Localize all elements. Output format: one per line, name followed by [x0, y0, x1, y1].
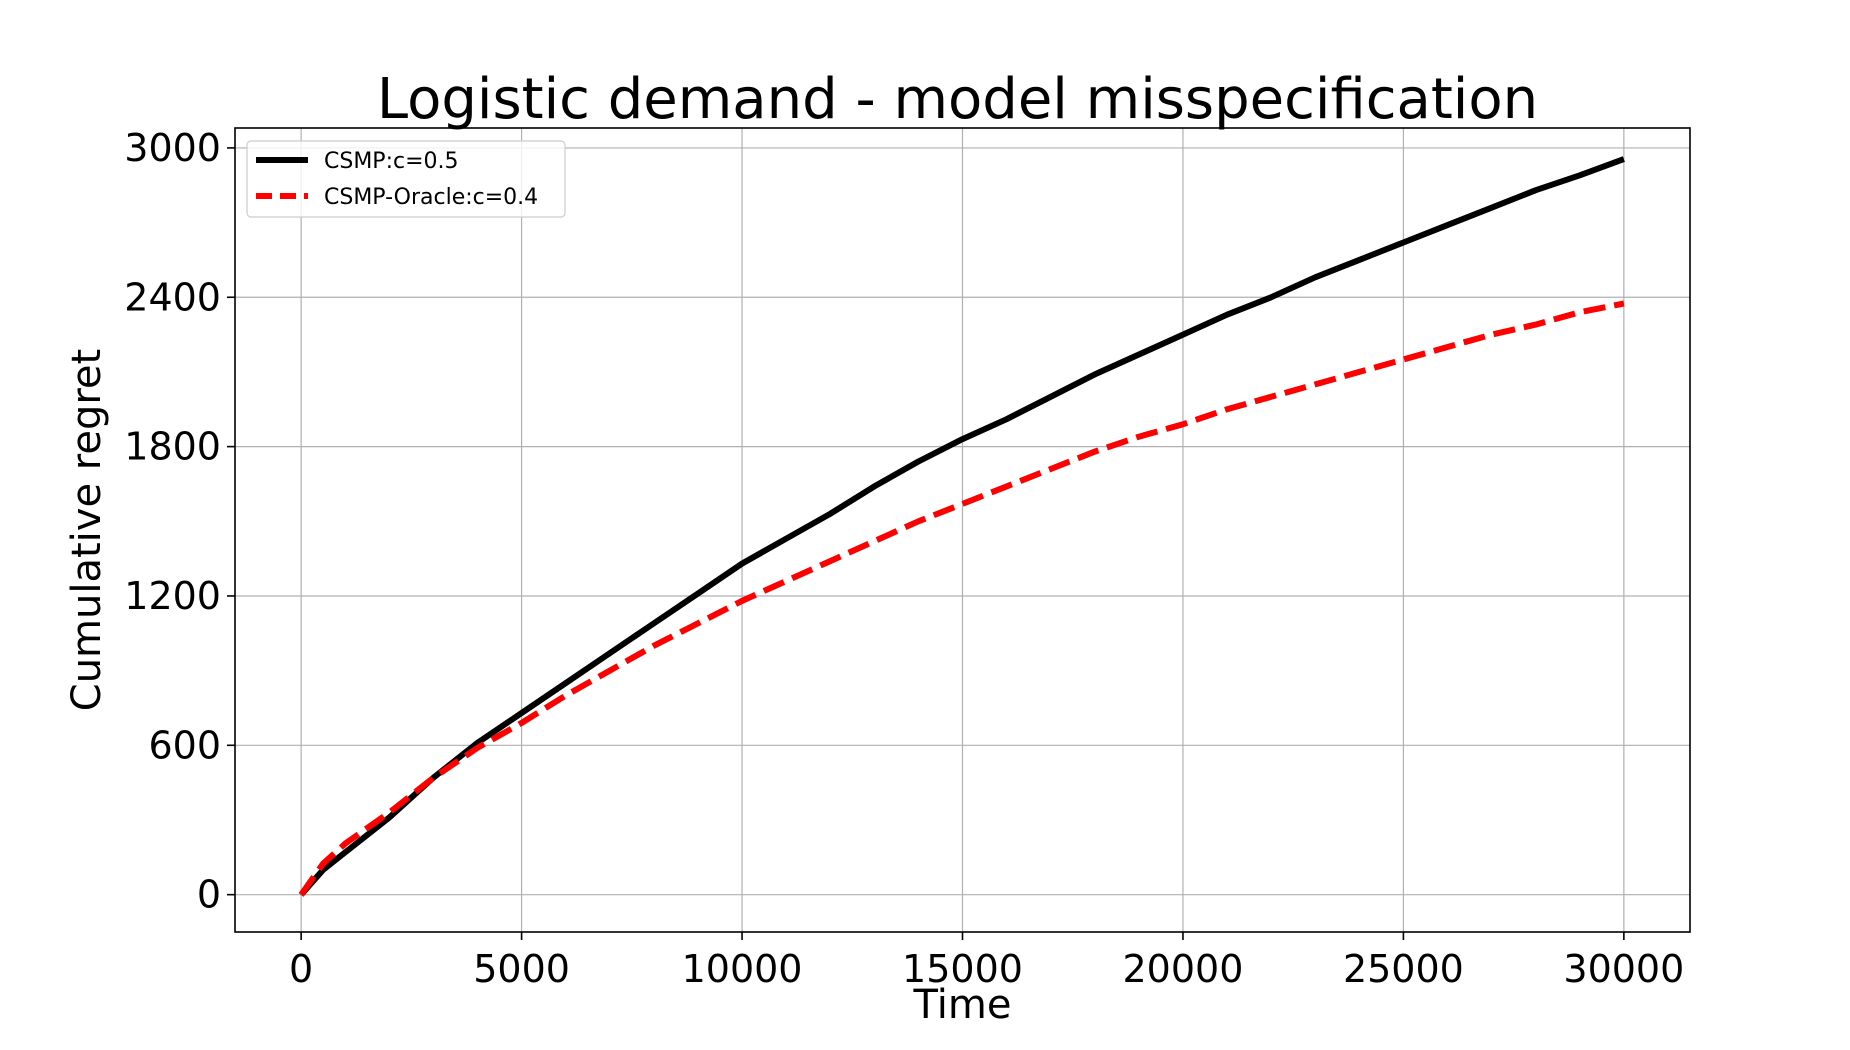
x-tick-label: 10000 [682, 947, 803, 991]
y-tick-label: 2400 [124, 275, 221, 319]
chart-title: Logistic demand - model misspecification [377, 67, 1538, 132]
y-tick-label: 3000 [124, 126, 221, 170]
x-tick-label: 0 [289, 947, 313, 991]
series-layer [298, 156, 1625, 897]
x-tick-label: 30000 [1563, 947, 1684, 991]
series-line-csmp-oracle [298, 300, 1625, 897]
x-axis-label: Time [913, 982, 1012, 1028]
legend: CSMP:c=0.5 CSMP-Oracle:c=0.4 [246, 140, 566, 218]
series-line-csmp [298, 156, 1625, 897]
legend-label-csmp-oracle: CSMP-Oracle:c=0.4 [324, 185, 538, 210]
x-tick-label: 25000 [1343, 947, 1464, 991]
legend-label-csmp: CSMP:c=0.5 [324, 149, 459, 174]
y-tick-label: 600 [148, 723, 221, 767]
grid-layer [235, 128, 1690, 932]
x-tick-label: 20000 [1123, 947, 1244, 991]
ticks-layer: 0 5000 10000 15000 20000 25000 30000 0 600 1200 18… [124, 126, 1684, 991]
y-axis-label: Cumulative regret [64, 349, 110, 711]
x-tick-label: 5000 [473, 947, 570, 991]
y-tick-label: 1800 [124, 425, 221, 469]
y-tick-label: 0 [197, 873, 221, 917]
x-tick-label: 15000 [902, 947, 1023, 991]
legend-box [246, 140, 566, 218]
y-tick-label: 1200 [124, 574, 221, 618]
